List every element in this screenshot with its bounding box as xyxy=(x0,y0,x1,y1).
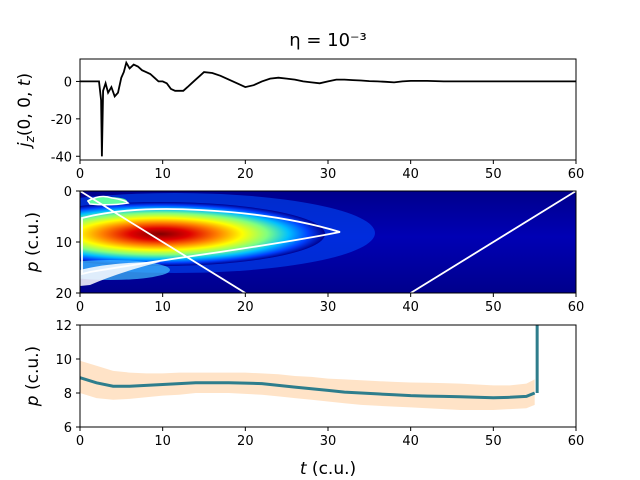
bottom-xtick-label: 20 xyxy=(237,434,254,449)
top-xtick-label: 30 xyxy=(320,167,337,182)
middle-xtick-label: 20 xyxy=(237,300,254,315)
middle-xtick-label: 10 xyxy=(154,300,171,315)
bottom-ytick-label: 6 xyxy=(64,421,72,436)
bottom-xtick-label: 60 xyxy=(568,434,585,449)
top-y-ticks: 0 -20 -40 xyxy=(51,75,80,165)
heatmap-contour-main xyxy=(81,208,341,276)
bottom-xlabel: t (c.u.) xyxy=(300,459,356,479)
panel-middle: 0 10 20 30 40 50 60 0 10 20 p (c.u.) xyxy=(23,185,584,315)
diagonal-line-right xyxy=(410,191,576,293)
panel-bottom: 0 10 20 30 40 50 60 6 8 10 12 p (c.u.) t (c.u.) xyxy=(23,319,584,479)
top-x-ticks: 0 10 20 30 40 50 60 xyxy=(76,160,584,182)
bottom-xtick-label: 30 xyxy=(320,434,337,449)
top-ytick-label: -40 xyxy=(51,150,72,165)
top-xtick-label: 10 xyxy=(154,167,171,182)
middle-xtick-label: 50 xyxy=(485,300,502,315)
heatmap-contour-small xyxy=(86,195,130,206)
top-ytick-label: -20 xyxy=(51,113,72,128)
middle-xtick-label: 60 xyxy=(568,300,585,315)
middle-x-ticks: 0 10 20 30 40 50 60 xyxy=(76,293,584,315)
top-ylabel: jz(0, 0, t) xyxy=(15,73,37,149)
heatmap-blob xyxy=(80,202,325,266)
top-xtick-label: 20 xyxy=(237,167,254,182)
middle-xtick-label: 40 xyxy=(402,300,419,315)
top-xtick-label: 60 xyxy=(568,167,585,182)
bottom-ytick-label: 8 xyxy=(64,387,72,402)
bottom-series-line xyxy=(80,376,536,400)
middle-y-ticks: 0 10 20 xyxy=(55,185,80,302)
bottom-ytick-label: 12 xyxy=(55,319,72,334)
bottom-xtick-label: 10 xyxy=(154,434,171,449)
diagonal-line-left xyxy=(80,191,246,293)
top-xtick-label: 50 xyxy=(485,167,502,182)
panel-top-frame xyxy=(79,58,577,161)
top-xtick-label: 0 xyxy=(76,167,84,182)
bottom-ytick-label: 10 xyxy=(55,353,72,368)
panel-top: 0 10 20 30 40 50 60 0 -20 -40 jz(0, 0, t) xyxy=(15,58,584,182)
bottom-xtick-label: 0 xyxy=(76,434,84,449)
middle-ytick-label: 10 xyxy=(55,236,72,251)
top-ytick-label: 0 xyxy=(64,75,72,90)
figure-title: η = 10⁻³ xyxy=(289,30,367,51)
bottom-x-ticks: 0 10 20 30 40 50 60 xyxy=(76,427,584,449)
bottom-xtick-label: 40 xyxy=(402,434,419,449)
bottom-xtick-label: 50 xyxy=(485,434,502,449)
middle-ytick-label: 20 xyxy=(55,287,72,302)
heatmap-white-region xyxy=(80,262,160,286)
middle-xtick-label: 30 xyxy=(320,300,337,315)
top-xtick-label: 40 xyxy=(402,167,419,182)
jz-series-line xyxy=(80,60,576,157)
middle-ylabel: p (c.u.) xyxy=(23,212,43,273)
bottom-uncertainty-band xyxy=(80,360,535,410)
middle-xtick-label: 0 xyxy=(76,300,84,315)
middle-ytick-label: 0 xyxy=(64,185,72,200)
bottom-ylabel: p (c.u.) xyxy=(23,346,43,407)
bottom-y-ticks: 6 8 10 12 xyxy=(55,319,80,436)
